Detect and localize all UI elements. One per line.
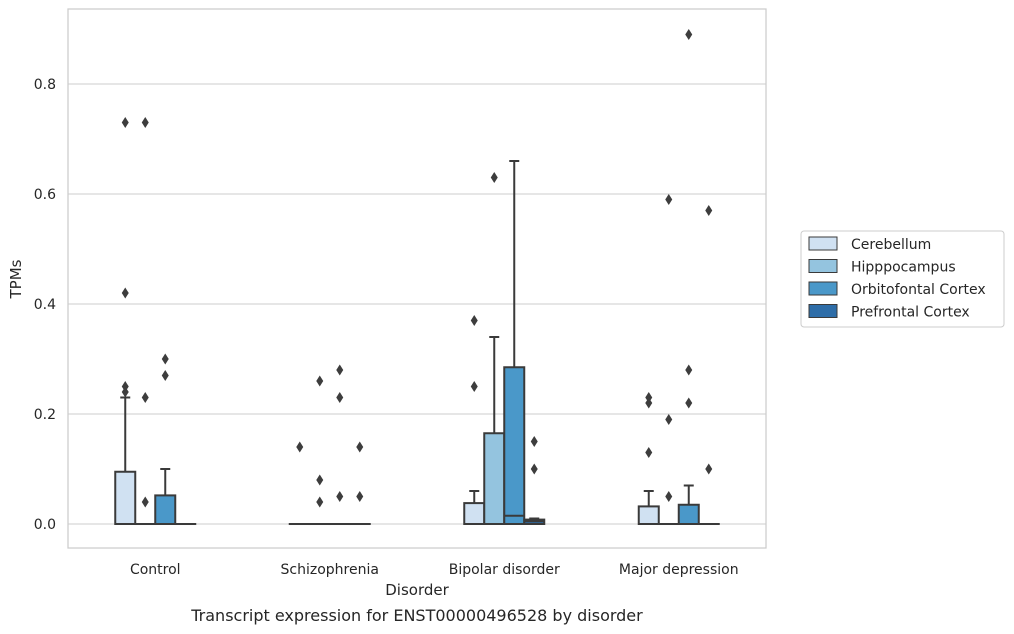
box <box>503 366 526 525</box>
box-group <box>348 441 371 526</box>
y-tick-label: 0.2 <box>34 407 56 423</box>
box-plot-chart: 0.0 0.2 0.4 0.6 0.8 Control Schizophrenia Bipo… <box>7 8 1005 599</box>
x-axis-ticks: Control Schizophrenia Bipolar disorder Majo… <box>130 562 739 578</box>
outlier-point <box>470 315 478 326</box>
legend-swatch <box>808 236 838 251</box>
box-group <box>503 160 526 525</box>
box-group <box>657 194 680 526</box>
box <box>637 505 660 525</box>
y-axis-label: TPMs <box>7 259 25 299</box>
outlier-point <box>316 474 324 486</box>
outlier-point <box>121 381 129 392</box>
x-tick-label: Schizophrenia <box>281 562 379 578</box>
box <box>154 494 177 525</box>
outlier-point <box>490 172 498 183</box>
outlier-point <box>336 392 344 403</box>
gridlines <box>68 83 766 525</box>
x-tick-label: Bipolar disorder <box>449 562 560 578</box>
outlier-point <box>316 496 324 508</box>
outlier-point <box>161 370 169 381</box>
y-axis-ticks: 0.0 0.2 0.4 0.6 0.8 <box>34 77 56 533</box>
y-tick-label: 0.6 <box>34 187 56 203</box>
outlier-point <box>121 287 129 299</box>
legend-label: Orbitofontal Cortex <box>851 282 986 298</box>
outlier-point <box>316 375 324 387</box>
box-group <box>677 29 700 525</box>
boxes <box>114 29 720 526</box>
outlier-point <box>645 392 653 403</box>
legend-frame <box>800 230 1005 328</box>
outlier-point <box>530 436 538 447</box>
outlier-point <box>665 194 673 205</box>
box-group <box>288 441 311 526</box>
legend-swatch <box>808 259 838 273</box>
outlier-point <box>685 29 693 40</box>
outlier-point <box>141 496 149 508</box>
outlier-point <box>141 117 149 128</box>
outlier-point <box>356 441 364 453</box>
box <box>677 503 700 525</box>
box-group <box>154 353 177 525</box>
outlier-point <box>665 491 673 502</box>
y-tick-label: 0.0 <box>34 517 56 533</box>
x-axis-label: Disorder <box>385 581 449 599</box>
box-group <box>134 117 157 526</box>
legend-label: Prefrontal Cortex <box>851 305 970 321</box>
outlier-point <box>161 353 169 365</box>
legend-swatch <box>808 304 838 318</box>
outlier-point <box>470 381 478 392</box>
plot-frame <box>67 8 767 549</box>
box-group <box>328 364 351 526</box>
box-group <box>637 392 660 525</box>
outlier-point <box>336 491 344 502</box>
legend-swatch <box>808 281 838 296</box>
legend-label: Hipppocampus <box>851 260 956 276</box>
box-group <box>523 436 546 525</box>
outlier-point <box>356 491 364 502</box>
outlier-point <box>685 397 693 409</box>
chart-caption: Transcript expression for ENST0000049652… <box>191 606 643 625</box>
outlier-point <box>685 364 693 376</box>
box-group <box>114 117 137 525</box>
box <box>463 502 486 526</box>
box-group <box>697 205 720 526</box>
legend-label: Cerebellum <box>851 237 931 253</box>
outlier-point <box>705 205 713 216</box>
box-group <box>463 315 486 526</box>
outlier-point <box>645 447 653 458</box>
outlier-point <box>121 117 129 128</box>
legend: Cerebellum Hipppocampus Orbitofontal Corte… <box>800 230 1005 328</box>
outlier-point <box>705 463 713 475</box>
y-tick-label: 0.8 <box>34 77 56 93</box>
box <box>483 432 506 525</box>
box <box>114 470 137 525</box>
outlier-point <box>665 414 673 425</box>
box-group <box>308 375 331 526</box>
outlier-point <box>336 364 344 376</box>
y-tick-label: 0.4 <box>34 297 56 313</box>
x-tick-label: Major depression <box>619 562 739 578</box>
outlier-point <box>141 392 149 403</box>
outlier-point <box>296 441 304 453</box>
outlier-point <box>530 463 538 475</box>
box-group <box>483 172 506 525</box>
x-tick-label: Control <box>130 562 181 578</box>
